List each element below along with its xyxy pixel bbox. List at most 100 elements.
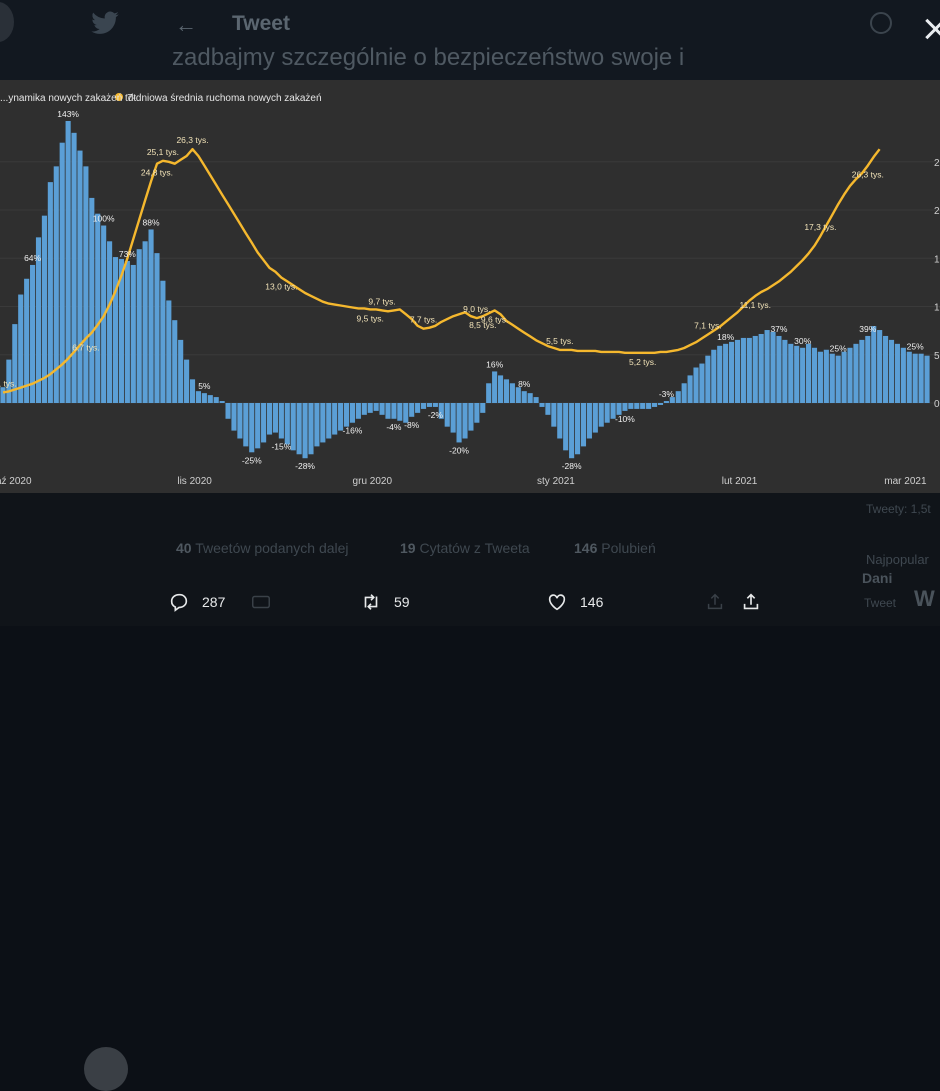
bar xyxy=(12,324,18,403)
side-name[interactable]: Dani xyxy=(862,570,893,586)
retweet-count: 59 xyxy=(394,594,410,610)
bar xyxy=(835,355,841,403)
bar xyxy=(272,403,279,433)
bar xyxy=(492,371,498,403)
bar xyxy=(148,229,154,403)
line-data-label: 8,5 tys. xyxy=(469,320,496,330)
bar xyxy=(338,403,344,431)
bar xyxy=(746,337,752,403)
bar-data-label: -28% xyxy=(562,461,582,471)
bar xyxy=(415,403,421,413)
bar xyxy=(800,347,806,403)
bar xyxy=(468,403,474,431)
bar xyxy=(521,391,527,403)
line-data-label: 5,2 tys. xyxy=(629,357,656,367)
line-data-label: 7,7 tys. xyxy=(410,315,437,325)
y-tick-label: 15 xyxy=(934,254,940,265)
bar xyxy=(509,383,515,403)
line-data-label: 17,3 tys. xyxy=(804,222,836,232)
retweets-label: Tweetów podanych dalej xyxy=(195,540,349,556)
bar xyxy=(243,403,249,447)
bar xyxy=(361,403,367,415)
x-tick-label: lut 2021 xyxy=(722,476,758,487)
bar xyxy=(586,403,592,439)
bar-data-label: 5% xyxy=(198,381,211,391)
bar xyxy=(278,403,284,439)
bar xyxy=(841,351,847,403)
likes-label: Polubień xyxy=(601,540,656,556)
bar xyxy=(201,393,207,403)
bar xyxy=(782,339,788,403)
bar xyxy=(95,213,101,403)
bar xyxy=(918,353,924,403)
bar xyxy=(693,367,699,403)
like-button[interactable]: 146 xyxy=(546,584,603,620)
line-data-label: 1,1 tys. xyxy=(0,378,17,388)
bar xyxy=(717,345,723,403)
line-data-label: 6,7 tys. xyxy=(72,342,99,352)
top-bar: ← Tweet xyxy=(0,0,940,48)
bar xyxy=(195,391,202,403)
bar-data-label: -25% xyxy=(242,455,262,465)
retweet-button[interactable]: 59 xyxy=(360,584,410,620)
bar xyxy=(237,403,243,439)
bar xyxy=(207,395,213,403)
bar xyxy=(497,375,504,403)
bar xyxy=(290,403,296,451)
bar xyxy=(118,259,124,403)
bar xyxy=(30,264,36,403)
legend-swatch xyxy=(115,93,123,101)
tweet-details xyxy=(0,493,940,1091)
bar xyxy=(569,403,575,459)
bar xyxy=(89,197,95,403)
bar xyxy=(859,339,865,403)
bar xyxy=(6,359,12,403)
bar-data-label: 18% xyxy=(717,332,734,342)
bar xyxy=(112,257,119,403)
bar xyxy=(107,241,113,403)
likes-stat[interactable]: 146 Polubień xyxy=(574,540,656,556)
bar xyxy=(284,403,290,445)
search-icon[interactable] xyxy=(870,12,892,34)
bar xyxy=(853,343,859,403)
reply-button[interactable]: 287 xyxy=(168,584,225,620)
bar xyxy=(154,253,160,403)
bar xyxy=(823,349,829,403)
quotes-stat[interactable]: 19 Cytatów z Tweeta xyxy=(400,540,530,556)
page-title: Tweet xyxy=(232,12,290,35)
bar xyxy=(124,261,130,403)
bar xyxy=(83,166,89,403)
bar xyxy=(657,403,664,405)
bar xyxy=(699,363,705,403)
bar xyxy=(71,132,77,404)
bar xyxy=(592,403,598,433)
back-arrow-icon[interactable]: ← xyxy=(175,12,197,37)
twitter-bird-icon[interactable] xyxy=(88,8,122,38)
legend-label: ...ynamika nowych zakażeń tdt xyxy=(0,93,136,104)
bar xyxy=(296,403,302,455)
likes-count: 146 xyxy=(574,540,598,556)
share-button[interactable] xyxy=(740,584,774,620)
bar xyxy=(811,347,818,403)
x-tick-label: lis 2020 xyxy=(177,476,212,487)
bar xyxy=(539,403,545,407)
bar xyxy=(142,241,148,403)
bar xyxy=(527,393,533,403)
bar xyxy=(438,403,444,419)
share-ghost xyxy=(704,584,738,620)
bar xyxy=(343,403,350,427)
line-data-label: 9,6 tys. xyxy=(481,314,508,324)
bar xyxy=(47,182,53,403)
bar xyxy=(900,347,906,403)
tweet-text: zadbajmy szczególnie o bezpieczeństwo sw… xyxy=(172,44,685,71)
retweets-stat[interactable]: 40 Tweetów podanych dalej xyxy=(176,540,349,556)
avatar[interactable] xyxy=(0,2,14,42)
bar xyxy=(480,403,486,413)
close-icon[interactable] xyxy=(924,14,940,44)
bar xyxy=(740,337,746,403)
dm-button[interactable] xyxy=(250,584,284,620)
avatar[interactable] xyxy=(84,1047,128,1091)
bar xyxy=(379,403,385,415)
bar-data-label: -4% xyxy=(386,422,402,432)
bar-data-label: -20% xyxy=(449,445,469,455)
